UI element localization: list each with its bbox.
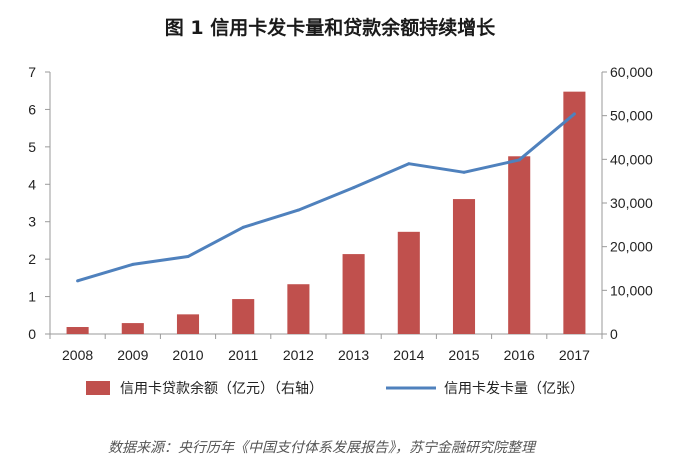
x-tick-label: 2014	[393, 347, 424, 363]
line-series	[76, 112, 576, 283]
right-tick-label: 50,000	[610, 108, 653, 124]
bar	[452, 199, 476, 334]
line-path	[77, 112, 576, 283]
right-tick-label: 20,000	[610, 239, 653, 255]
left-tick-label: 7	[28, 64, 36, 80]
bar	[397, 231, 420, 334]
left-tick-label: 5	[28, 139, 36, 155]
left-tick-label: 2	[28, 251, 36, 267]
right-tick-label: 30,000	[610, 195, 653, 211]
left-tick-label: 1	[28, 289, 36, 305]
left-tick-label: 4	[28, 176, 36, 192]
line-point	[241, 225, 245, 229]
right-tick-label: 60,000	[610, 64, 653, 80]
line-point	[517, 158, 521, 162]
line-point	[462, 170, 466, 174]
x-tick-label: 2015	[448, 347, 479, 363]
source-note: 数据来源：央行历年《中国支付体系发展报告》，苏宁金融研究院整理	[108, 440, 537, 456]
left-tick-label: 0	[28, 326, 36, 342]
bar	[287, 284, 310, 334]
x-tick-label: 2011	[228, 347, 258, 363]
x-tick-label: 2008	[62, 347, 93, 363]
line-point	[131, 262, 135, 266]
bar	[121, 323, 144, 334]
line-point	[296, 208, 300, 212]
x-tick-label: 2016	[504, 347, 535, 363]
x-tick-label: 2012	[283, 347, 314, 363]
right-tick-label: 40,000	[610, 151, 653, 167]
legend-bar-swatch	[86, 381, 110, 395]
line-point	[76, 279, 80, 283]
line-point	[352, 186, 356, 190]
bar	[232, 299, 255, 334]
x-tick-label: 2009	[117, 347, 148, 363]
left-tick-label: 6	[28, 101, 36, 117]
left-tick-label: 3	[28, 214, 36, 230]
bar	[176, 314, 200, 334]
x-tick-label: 2010	[172, 347, 203, 363]
bar-series	[66, 91, 586, 335]
legend-bar-label: 信用卡贷款余额（亿元）（右轴）	[120, 380, 323, 397]
left-axis-ticks: 0 1 2 3 4 5 6 7	[28, 64, 50, 342]
right-tick-label: 10,000	[610, 282, 653, 298]
right-tick-label: 0	[610, 326, 618, 342]
bar	[66, 327, 89, 334]
x-tick-label: 2013	[338, 347, 369, 363]
legend-line-label: 信用卡发卡量（亿张）	[444, 381, 584, 397]
line-point	[572, 112, 576, 116]
bar	[508, 156, 531, 334]
line-point	[186, 255, 190, 259]
right-axis-ticks: 0 10,000 20,000 30,000 40,000 50,000 60,000	[602, 64, 653, 342]
plot-area: 0 1 2 3 4 5 6 7 0 10,000 20,000 30,000 40,000 50,000…	[28, 64, 653, 363]
x-axis-ticks: 2008 2009 2010 2011 2012 2013 2014 2015 2016 2017	[49, 334, 603, 363]
legend: 信用卡贷款余额（亿元）（右轴） 信用卡发卡量（亿张）	[86, 380, 584, 397]
line-point	[407, 162, 411, 166]
x-tick-label: 2017	[559, 347, 590, 363]
chart-title: 图 1 信用卡发卡量和贷款余额持续增长	[165, 16, 496, 39]
bar	[563, 91, 586, 335]
bar	[342, 254, 365, 334]
